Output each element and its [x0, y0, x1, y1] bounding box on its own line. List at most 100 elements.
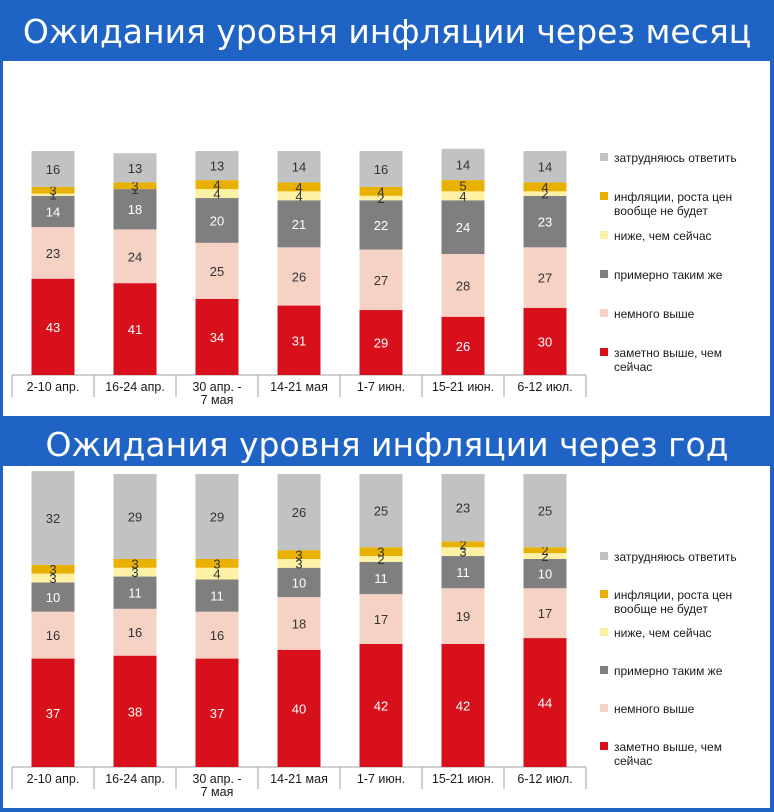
- year-value-label: 42: [374, 698, 388, 713]
- year-legend-label: заметно выше, чем: [614, 740, 722, 754]
- year-bar-заметно-выше-чем-сейчас-0: [31, 658, 75, 767]
- month-bar-заметно-выше-чем-сейчас-3: [277, 305, 321, 375]
- year-bar-примерно-таким-же-3: [277, 567, 321, 598]
- month-bar-немного-выше-6: [523, 247, 567, 308]
- month-bar-инфляции-роста-цен-вообще-не-будет-0: [31, 186, 75, 194]
- year-value-label: 17: [374, 612, 388, 627]
- month-value-label: 27: [538, 271, 552, 286]
- month-value-label: 41: [128, 322, 142, 337]
- month-bar-затрудняюсь-ответить-1: [113, 153, 157, 183]
- month-bar-примерно-таким-же-5: [441, 200, 485, 255]
- month-tick-label: 15-21 июн.: [432, 380, 494, 394]
- year-bar-затрудняюсь-ответить-6: [523, 474, 567, 548]
- month-bar-заметно-выше-чем-сейчас-4: [359, 310, 403, 375]
- year-value-label: 10: [292, 575, 306, 590]
- month-value-label: 22: [374, 218, 388, 233]
- year-legend-swatch: [600, 704, 608, 712]
- year-value-label: 3: [377, 545, 384, 560]
- year-bar-ниже-чем-сейчас-6: [523, 553, 567, 559]
- month-value-label: 5: [459, 179, 466, 194]
- month-value-label: 4: [295, 180, 302, 195]
- month-bar-ниже-чем-сейчас-3: [277, 191, 321, 201]
- month-bar-инфляции-роста-цен-вообще-не-будет-4: [359, 186, 403, 196]
- year-value-label: 11: [210, 589, 224, 604]
- month-bar-немного-выше-0: [31, 227, 75, 279]
- year-bar-заметно-выше-чем-сейчас-2: [195, 658, 239, 767]
- month-bar-примерно-таким-же-1: [113, 189, 157, 230]
- month-value-label: 16: [374, 162, 388, 177]
- year-bar-заметно-выше-чем-сейчас-1: [113, 655, 157, 767]
- month-value-label: 23: [46, 246, 60, 261]
- year-value-label: 19: [456, 609, 470, 624]
- month-bar-затрудняюсь-ответить-0: [31, 151, 75, 187]
- month-legend-label: ниже, чем сейчас: [614, 229, 712, 243]
- month-bar-ниже-чем-сейчас-0: [31, 193, 75, 196]
- year-bar-примерно-таким-же-5: [441, 556, 485, 589]
- year-bar-примерно-таким-же-4: [359, 561, 403, 595]
- year-value-label: 10: [538, 567, 552, 582]
- month-bar-инфляции-роста-цен-вообще-не-будет-6: [523, 182, 567, 192]
- month-bar-заметно-выше-чем-сейчас-2: [195, 298, 239, 375]
- year-bar-затрудняюсь-ответить-2: [195, 474, 239, 559]
- month-tick-label: 1-7 июн.: [357, 380, 405, 394]
- chart-panel-year: 37 16 10 3 3 32 2-10 апр. 38 16 11 3 3 29 16-24 апр. 3…: [3, 466, 770, 808]
- year-bar-немного-выше-1: [113, 608, 157, 656]
- year-bar-примерно-таким-же-2: [195, 579, 239, 612]
- year-tick-label: 7 мая: [201, 785, 234, 799]
- month-tick-label: 16-24 апр.: [105, 380, 165, 394]
- month-value-label: 25: [210, 264, 224, 279]
- month-legend-label: немного выше: [614, 307, 695, 321]
- month-value-label: 16: [46, 162, 60, 177]
- year-value-label: 23: [456, 501, 470, 516]
- year-legend-swatch: [600, 666, 608, 674]
- year-legend-label: ниже, чем сейчас: [614, 626, 712, 640]
- year-value-label: 10: [46, 590, 60, 605]
- year-value-label: 17: [538, 606, 552, 621]
- month-value-label: 31: [292, 333, 306, 348]
- year-legend-label: немного выше: [614, 702, 695, 716]
- year-tick-label: 6-12 июл.: [517, 772, 572, 786]
- month-tick-label: 14-21 мая: [270, 380, 328, 394]
- year-value-label: 2: [377, 552, 384, 567]
- month-bar-затрудняюсь-ответить-5: [441, 148, 485, 181]
- year-bar-затрудняюсь-ответить-0: [31, 471, 75, 565]
- year-bar-затрудняюсь-ответить-4: [359, 474, 403, 548]
- year-legend-swatch: [600, 590, 608, 598]
- year-bar-заметно-выше-чем-сейчас-4: [359, 643, 403, 767]
- year-bar-инфляции-роста-цен-вообще-не-будет-6: [523, 547, 567, 554]
- month-legend-label: затрудняюсь ответить: [614, 151, 737, 165]
- month-value-label: 2: [541, 187, 548, 202]
- year-legend-label: инфляции, роста цен: [614, 588, 732, 602]
- month-value-label: 23: [538, 215, 552, 230]
- year-bar-инфляции-роста-цен-вообще-не-будет-0: [31, 564, 75, 574]
- year-value-label: 3: [295, 556, 302, 571]
- month-value-label: 14: [538, 160, 552, 175]
- month-value-label: 43: [46, 320, 60, 335]
- month-value-label: 2: [377, 191, 384, 206]
- year-bar-немного-выше-3: [277, 597, 321, 650]
- month-legend-label: инфляции, роста цен: [614, 190, 732, 204]
- month-value-label: 29: [374, 336, 388, 351]
- year-bar-примерно-таким-же-1: [113, 576, 157, 609]
- year-value-label: 25: [538, 504, 552, 519]
- month-bar-немного-выше-3: [277, 247, 321, 306]
- year-value-label: 16: [128, 625, 142, 640]
- month-bar-примерно-таким-же-6: [523, 195, 567, 248]
- month-bar-ниже-чем-сейчас-6: [523, 191, 567, 196]
- year-bar-немного-выше-5: [441, 588, 485, 644]
- month-bar-инфляции-роста-цен-вообще-не-будет-1: [113, 182, 157, 190]
- month-value-label: 24: [456, 220, 470, 235]
- year-bar-затрудняюсь-ответить-3: [277, 474, 321, 551]
- month-bar-инфляции-роста-цен-вообще-не-будет-5: [441, 180, 485, 192]
- year-bar-инфляции-роста-цен-вообще-не-будет-3: [277, 550, 321, 559]
- year-value-label: 25: [374, 504, 388, 519]
- month-bar-затрудняюсь-ответить-4: [359, 151, 403, 187]
- month-bar-немного-выше-4: [359, 249, 403, 311]
- month-value-label: 4: [541, 180, 548, 195]
- month-value-label: 27: [374, 273, 388, 288]
- month-value-label: 26: [456, 339, 470, 354]
- year-value-label: 2: [541, 549, 548, 564]
- year-value-label: 40: [292, 701, 306, 716]
- month-tick-label: 30 апр. -: [192, 380, 241, 394]
